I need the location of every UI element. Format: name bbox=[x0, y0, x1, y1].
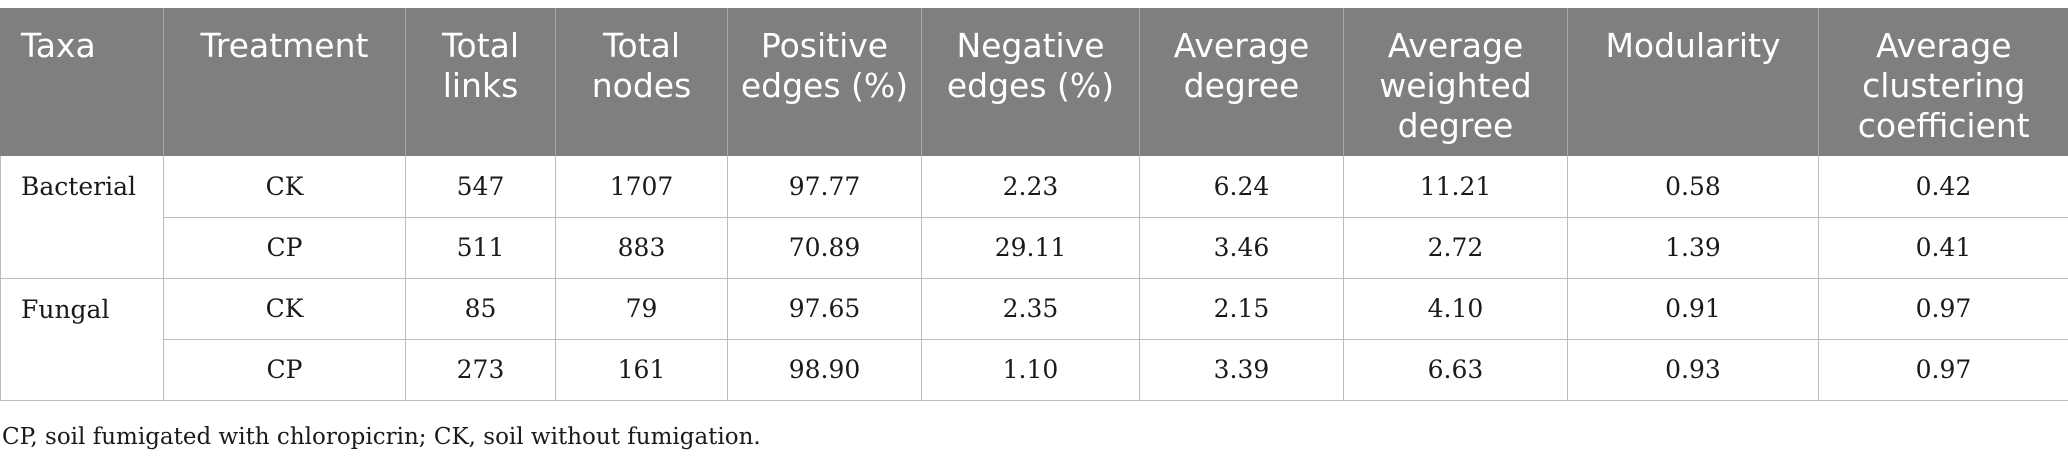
table-cell: 2.72 bbox=[1343, 217, 1568, 279]
header-total-nodes: Total nodes bbox=[555, 8, 728, 156]
table-cell: 1.39 bbox=[1567, 217, 1819, 279]
table-cell: 161 bbox=[555, 339, 728, 401]
taxa-cell-bacterial: Bacterial bbox=[0, 156, 164, 279]
table-cell: 883 bbox=[555, 217, 728, 279]
header-average-clustering-coefficient: Average clustering coefficient bbox=[1818, 8, 2068, 156]
table-cell: 547 bbox=[405, 156, 556, 218]
table-cell: CK bbox=[163, 156, 406, 218]
table-cell: 29.11 bbox=[921, 217, 1140, 279]
table-cell: 511 bbox=[405, 217, 556, 279]
table-row: CP 511 883 70.89 29.11 3.46 2.72 1.39 0.… bbox=[1, 217, 2068, 279]
network-properties-table: Taxa Treatment Total links Total nodes P… bbox=[0, 8, 2068, 401]
table-cell: 0.91 bbox=[1567, 278, 1819, 340]
taxa-cell-fungal: Fungal bbox=[0, 278, 164, 401]
table-cell: 6.63 bbox=[1343, 339, 1568, 401]
table-cell: 4.10 bbox=[1343, 278, 1568, 340]
header-negative-edges: Negative edges (%) bbox=[921, 8, 1140, 156]
table-cell: 79 bbox=[555, 278, 728, 340]
table-cell: 0.97 bbox=[1818, 339, 2068, 401]
table-cell: 97.77 bbox=[727, 156, 922, 218]
header-treatment: Treatment bbox=[163, 8, 406, 156]
header-taxa: Taxa bbox=[0, 8, 164, 156]
table-cell: 3.39 bbox=[1139, 339, 1344, 401]
header-positive-edges: Positive edges (%) bbox=[727, 8, 922, 156]
header-average-degree: Average degree bbox=[1139, 8, 1344, 156]
table-footnote: CP, soil fumigated with chloropicrin; CK… bbox=[2, 424, 761, 450]
table-cell: 11.21 bbox=[1343, 156, 1568, 218]
table-cell: 3.46 bbox=[1139, 217, 1344, 279]
table-cell: 2.15 bbox=[1139, 278, 1344, 340]
table-cell: 97.65 bbox=[727, 278, 922, 340]
header-modularity: Modularity bbox=[1567, 8, 1819, 156]
table-cell: 273 bbox=[405, 339, 556, 401]
table-cell: 0.58 bbox=[1567, 156, 1819, 218]
header-total-links: Total links bbox=[405, 8, 556, 156]
table-row: Bacterial CK 547 1707 97.77 2.23 6.24 11… bbox=[0, 156, 2068, 279]
table-cell: CP bbox=[163, 339, 406, 401]
table-cell: 0.41 bbox=[1818, 217, 2068, 279]
table-cell: 1707 bbox=[555, 156, 728, 218]
header-average-weighted-degree: Average weighted degree bbox=[1343, 8, 1568, 156]
table-cell: 70.89 bbox=[727, 217, 922, 279]
table-cell: CK bbox=[163, 278, 406, 340]
table-cell: 0.93 bbox=[1567, 339, 1819, 401]
table-cell: 85 bbox=[405, 278, 556, 340]
table-cell: 6.24 bbox=[1139, 156, 1344, 218]
table-body: Bacterial CK 547 1707 97.77 2.23 6.24 11… bbox=[0, 156, 2068, 401]
table-cell: CP bbox=[163, 217, 406, 279]
table-cell: 1.10 bbox=[921, 339, 1140, 401]
network-properties-table-container: Taxa Treatment Total links Total nodes P… bbox=[0, 8, 2068, 401]
table-cell: 98.90 bbox=[727, 339, 922, 401]
header-row: Taxa Treatment Total links Total nodes P… bbox=[0, 8, 2068, 156]
table-cell: 0.97 bbox=[1818, 278, 2068, 340]
table-header: Taxa Treatment Total links Total nodes P… bbox=[0, 8, 2068, 156]
table-cell: 2.35 bbox=[921, 278, 1140, 340]
table-cell: 0.42 bbox=[1818, 156, 2068, 218]
table-cell: 2.23 bbox=[921, 156, 1140, 218]
table-row: Fungal CK 85 79 97.65 2.35 2.15 4.10 0.9… bbox=[0, 278, 2068, 401]
table-row: CP 273 161 98.90 1.10 3.39 6.63 0.93 0.9… bbox=[1, 339, 2068, 401]
